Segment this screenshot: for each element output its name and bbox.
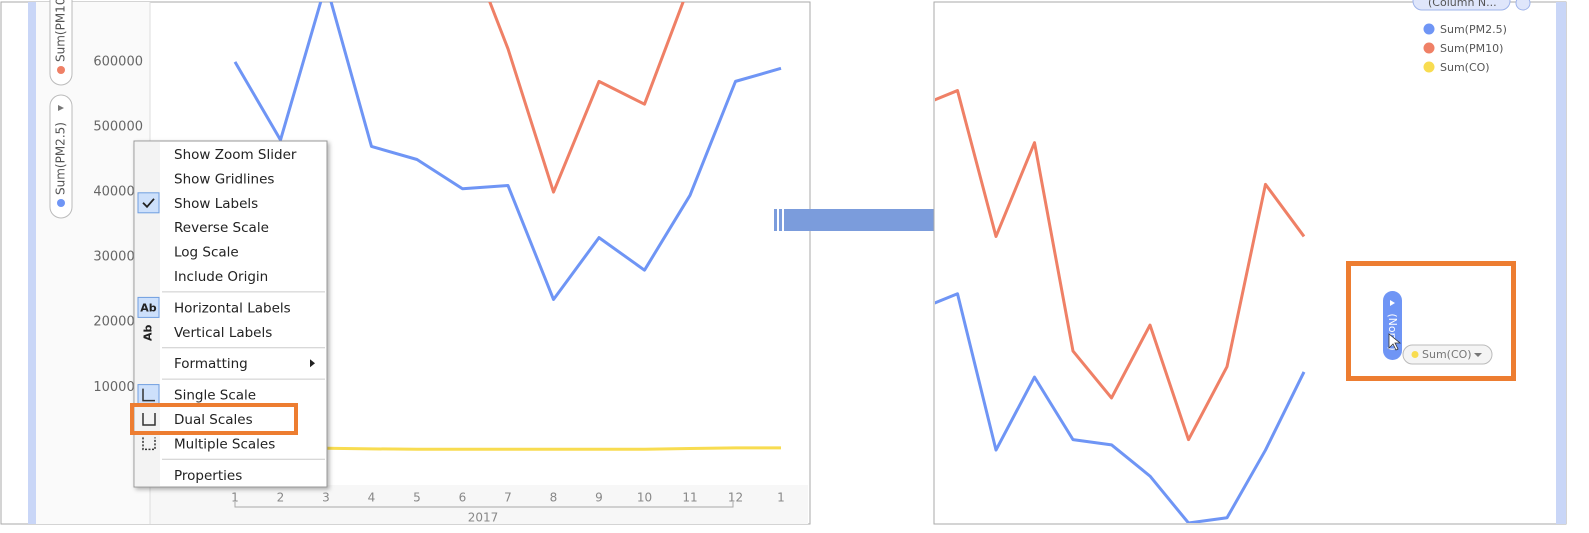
menu-item[interactable]: Log Scale [174, 245, 239, 261]
menu-item[interactable]: Show Gridlines [174, 171, 274, 187]
legend-marker [1423, 23, 1435, 35]
pill-arrow [58, 105, 64, 111]
scale-icon [142, 413, 156, 426]
x-tick-label: 11 [682, 491, 697, 505]
year-bracket [234, 502, 734, 508]
right-strip [1556, 2, 1566, 524]
x-tick-label: 12 [728, 491, 743, 505]
series-line [233, 2, 782, 301]
y-tick-label: 200000 [93, 315, 143, 330]
menu-item[interactable]: Single Scale [174, 388, 256, 404]
x-tick-label: 1 [777, 491, 785, 505]
x-tick-label: 9 [595, 491, 603, 505]
menu-item[interactable]: Dual Scales [174, 412, 253, 428]
menu-item[interactable]: Multiple Scales [174, 436, 275, 452]
cursor [1388, 333, 1402, 351]
submenu-arrow [310, 359, 315, 368]
column-selector[interactable] [1412, 0, 1511, 11]
y-tick-label: 300000 [93, 250, 143, 265]
pill-label: Sum(PM10) [54, 0, 68, 62]
x-tick-label: 5 [413, 491, 421, 505]
x-axis-area [150, 485, 808, 524]
y-tick-label: 600000 [93, 54, 143, 69]
column-selector-label: (Column N... [1428, 0, 1497, 9]
menu-item[interactable]: Formatting [174, 356, 248, 372]
legend: Sum(PM2.5) Sum(PM10) Sum(CO) [1423, 23, 1507, 74]
plot-area [935, 89, 1306, 523]
menu-item[interactable]: Include Origin [174, 269, 268, 285]
check-frame [137, 192, 160, 214]
highlight-box [1346, 261, 1516, 381]
x-tick-label: 7 [504, 491, 512, 505]
y-tick-label: 500000 [93, 119, 143, 134]
x-tick-label: 2 [277, 491, 285, 505]
axis-area [36, 2, 150, 524]
transition-arrow [774, 196, 968, 244]
x-tick-label: 6 [459, 491, 467, 505]
left-strip [28, 2, 36, 524]
legend-label: Sum(CO) [1440, 61, 1490, 74]
menu-item[interactable]: Show Zoom Slider [174, 147, 297, 163]
x-tick-label: 8 [550, 491, 558, 505]
legend-label: Sum(PM2.5) [1440, 23, 1507, 36]
x-tick-label: 3 [322, 491, 330, 505]
check-frame [137, 384, 160, 406]
x-tick-label: 4 [368, 491, 376, 505]
menu-item[interactable]: Vertical Labels [174, 325, 272, 341]
menu-icon: Ab [142, 324, 155, 341]
scale-icon [142, 388, 155, 402]
value-pill-label: Sum(CO) [1422, 348, 1472, 361]
pill-dot [1411, 351, 1419, 358]
year-label: 2017 [468, 511, 499, 525]
add-button[interactable] [1515, 0, 1531, 11]
pill-arrow [1390, 300, 1395, 306]
series-line [935, 292, 1306, 523]
menu-item[interactable]: Reverse Scale [174, 220, 269, 236]
menu-item[interactable]: Properties [174, 468, 242, 484]
value-pill[interactable] [1402, 344, 1493, 365]
menu-item[interactable]: Horizontal Labels [174, 300, 291, 316]
x-tick-label: 10 [637, 491, 652, 505]
legend-marker [1423, 61, 1435, 73]
x-tick-label: 1 [231, 491, 239, 505]
pill-dropdown [1474, 353, 1482, 357]
context-menu: Show Zoom Slider Show Gridlines Show Label… [130, 140, 328, 488]
y-tick-label: 100000 [93, 380, 143, 395]
legend-label: Sum(PM10) [1440, 42, 1503, 55]
menu-item[interactable]: Show Labels [174, 196, 258, 212]
right-chart [935, 89, 1306, 523]
check-mark [142, 198, 155, 209]
axis-pill[interactable] [49, 94, 73, 219]
pill-dot [57, 66, 65, 74]
y-tick-label: 400000 [93, 185, 143, 200]
legend-marker [1423, 42, 1435, 54]
check-frame [137, 296, 160, 318]
axis-pill[interactable] [49, 0, 73, 86]
series-line [935, 89, 1306, 442]
pill-dot [57, 199, 65, 207]
menu-icon: Ab [140, 301, 157, 314]
series-line [488, 2, 685, 194]
highlight-box [130, 403, 298, 435]
scale-icon [142, 437, 156, 451]
pill-label: Sum(PM2.5) [54, 122, 68, 195]
